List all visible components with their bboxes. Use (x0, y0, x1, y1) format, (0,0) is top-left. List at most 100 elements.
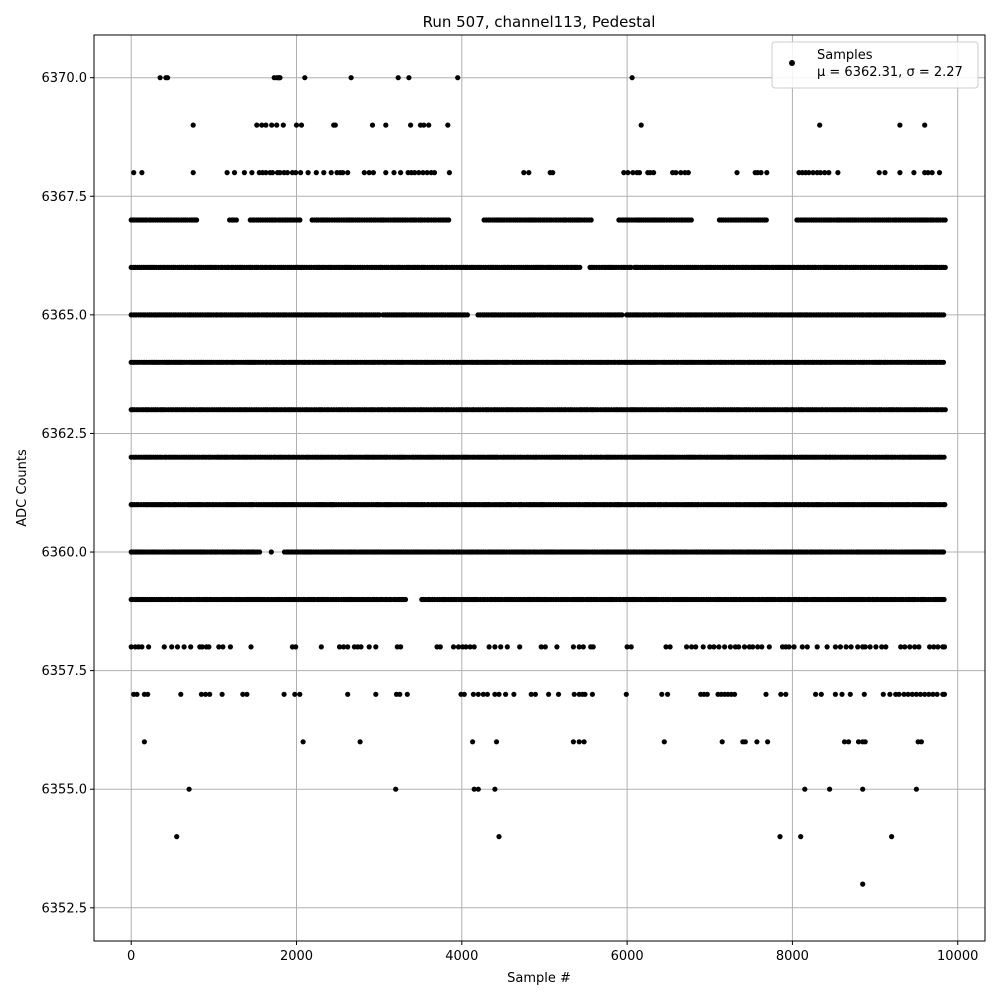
data-point (492, 691, 498, 697)
data-point (590, 644, 596, 650)
data-point (503, 691, 509, 697)
data-point (521, 170, 527, 176)
data-point (277, 75, 283, 81)
data-point (929, 170, 935, 176)
data-point (941, 454, 947, 460)
data-point (636, 170, 643, 176)
data-point (880, 691, 886, 697)
y-tick-label: 6352.5 (42, 901, 88, 916)
data-point (804, 644, 810, 650)
data-point (391, 170, 397, 176)
data-point (766, 644, 772, 650)
data-point (861, 691, 867, 697)
data-point (824, 644, 830, 650)
data-point (791, 644, 797, 650)
data-point (822, 170, 828, 176)
data-point (398, 170, 404, 176)
data-point (424, 170, 430, 176)
data-point (199, 644, 205, 650)
data-point (625, 170, 631, 176)
data-point (131, 170, 137, 176)
data-point (186, 786, 192, 792)
data-point (493, 739, 500, 745)
data-point (673, 170, 679, 176)
data-point (393, 786, 399, 792)
data-point (837, 644, 844, 650)
data-point (941, 644, 948, 650)
data-point (764, 170, 770, 176)
data-point (467, 644, 473, 650)
data-point (141, 739, 147, 745)
data-point (922, 691, 928, 697)
data-point (742, 739, 748, 745)
data-point (528, 691, 534, 697)
data-point (778, 691, 784, 697)
data-point (492, 644, 498, 650)
data-point (240, 691, 246, 697)
data-point (358, 644, 364, 650)
data-point (455, 75, 461, 81)
data-point (475, 691, 481, 697)
data-point (486, 644, 492, 650)
data-point (638, 122, 644, 128)
data-point (248, 644, 254, 650)
data-point (826, 170, 832, 176)
data-point (461, 691, 467, 697)
x-tick-label: 4000 (445, 949, 478, 964)
data-point (839, 691, 845, 697)
data-point (174, 644, 181, 650)
data-point (402, 596, 409, 603)
x-tick-label: 6000 (611, 949, 644, 964)
data-point (716, 644, 722, 650)
data-point (446, 217, 452, 223)
data-point (174, 834, 180, 840)
data-point (913, 786, 920, 792)
data-point (395, 75, 401, 81)
data-point (305, 170, 311, 176)
data-point (843, 644, 849, 650)
data-point (538, 644, 544, 650)
data-point (799, 644, 805, 650)
data-point (416, 170, 422, 176)
data-point (373, 691, 379, 697)
data-point (328, 170, 334, 176)
data-point (249, 170, 255, 176)
data-point (624, 644, 630, 650)
data-point (366, 644, 372, 650)
data-point (345, 170, 351, 176)
data-point (293, 122, 300, 128)
data-point (763, 217, 769, 223)
data-point (926, 691, 932, 697)
x-axis-label: Sample # (507, 971, 571, 986)
data-point (412, 170, 418, 176)
data-point (297, 691, 303, 697)
data-point (366, 170, 372, 176)
data-point (165, 75, 171, 81)
y-axis-label: ADC Counts (15, 449, 30, 527)
data-point (492, 786, 498, 792)
data-point (281, 691, 287, 697)
data-point (684, 644, 690, 650)
data-point (498, 644, 504, 650)
data-point (909, 691, 915, 697)
data-point (169, 644, 175, 650)
y-tick-label: 6362.5 (42, 427, 88, 442)
data-point (203, 691, 209, 697)
data-point (504, 644, 510, 650)
data-point (570, 739, 577, 745)
data-point (860, 786, 866, 792)
data-point (207, 691, 213, 697)
data-point (284, 170, 290, 176)
data-point (661, 739, 667, 745)
data-point (298, 170, 304, 176)
data-point (882, 170, 888, 176)
data-point (300, 739, 306, 745)
data-point (577, 264, 583, 270)
data-point (832, 691, 839, 697)
data-point (940, 549, 947, 555)
legend: Samples μ = 6362.31, σ = 2.27 (771, 41, 979, 89)
data-point (931, 644, 937, 650)
data-point (941, 691, 948, 697)
data-point (619, 312, 625, 318)
